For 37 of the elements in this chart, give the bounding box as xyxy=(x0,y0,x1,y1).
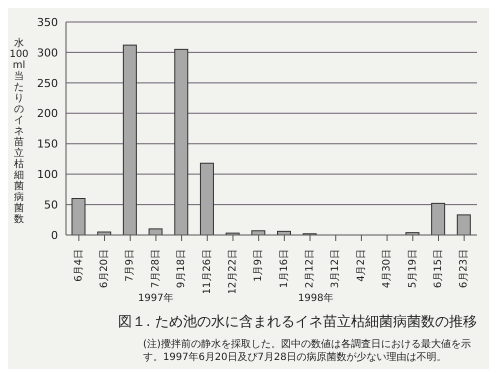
x-tick-label: 3月12日 xyxy=(330,249,342,288)
x-tick-label: 7月28日 xyxy=(150,249,162,288)
text: 図１. ため池の水に含まれるイネ苗立枯細菌病菌数の推移 xyxy=(118,313,477,331)
x-tick-label: 5月19日 xyxy=(407,249,418,288)
x-tick-label: 6月15日 xyxy=(432,249,444,288)
bar xyxy=(200,162,214,235)
bar xyxy=(72,198,86,235)
bar xyxy=(174,48,188,235)
text: (注)攪拌前の静水を採取した。図中の数値は各調査日における最大値を示す。1997年6月20日及び7月28日の病原菌数が少ない理由は不明。 xyxy=(143,338,472,364)
x-tick-label: 6月4日 xyxy=(73,249,84,282)
y-tick-label: 0 xyxy=(51,228,58,242)
y-tick-label: 200 xyxy=(37,107,58,120)
y-tick-label: 50 xyxy=(44,198,58,212)
x-tick-label: 11月26日 xyxy=(202,249,213,294)
x-tick-label: 6月23日 xyxy=(458,249,470,288)
y-tick-label: 100 xyxy=(37,168,58,182)
y-tick-label: 250 xyxy=(37,76,58,90)
y-tick-label: 150 xyxy=(37,138,58,151)
x-tick-label: 4月30日 xyxy=(382,249,393,288)
x-tick-label: 6月20日 xyxy=(99,249,110,288)
bar xyxy=(456,214,471,235)
bar xyxy=(148,228,163,235)
bar xyxy=(122,44,137,235)
bar xyxy=(431,202,446,235)
x-tick-label: 9月18日 xyxy=(176,249,188,288)
x-tick-label: 4月2日 xyxy=(356,249,367,282)
x-tick-label: 1月16日 xyxy=(278,249,290,288)
x-tick-label: 12月22日 xyxy=(227,249,238,294)
bar xyxy=(251,230,266,235)
x-tick-label: 1月9日 xyxy=(253,249,264,282)
text: 1998年 xyxy=(298,292,334,305)
x-tick-label: 2月12日 xyxy=(304,249,316,288)
x-tick-label: 7月9日 xyxy=(124,249,136,282)
text: 1997年 xyxy=(138,292,174,305)
y-tick-label: 300 xyxy=(37,46,58,60)
y-tick-label: 350 xyxy=(37,16,58,29)
text: 水100ml当たりのイネ苗立枯細菌病菌数 xyxy=(9,38,29,225)
